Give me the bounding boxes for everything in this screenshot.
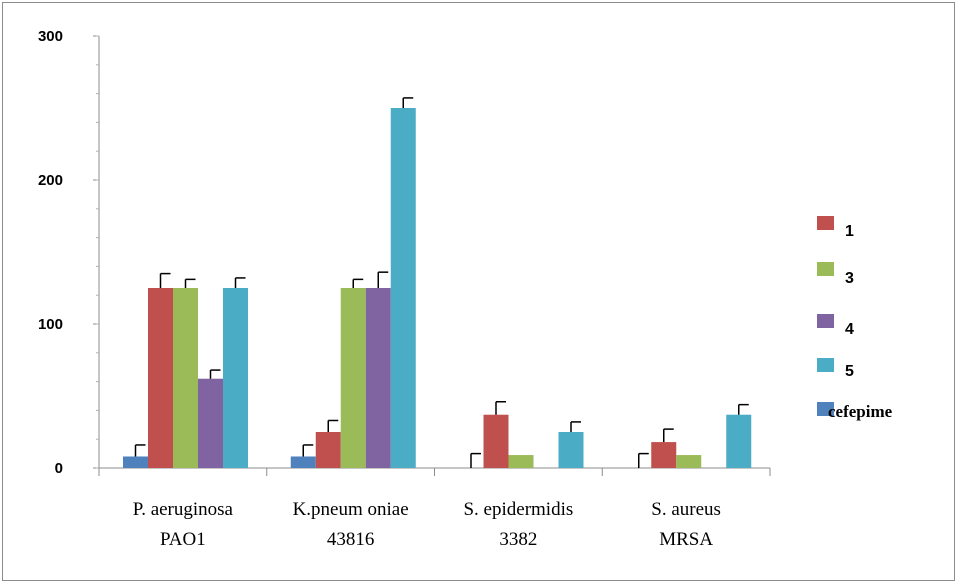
legend-swatch-1 bbox=[817, 216, 834, 230]
legend-swatch-cefepime bbox=[817, 402, 834, 416]
x-category-label: S. epidermidis bbox=[463, 499, 573, 520]
legend-label-4: 4 bbox=[845, 321, 854, 338]
legend-label-3: 3 bbox=[845, 270, 854, 287]
bar-3-3 bbox=[676, 455, 702, 468]
x-category-label: 3382 bbox=[499, 529, 537, 550]
y-tick-label: 300 bbox=[38, 28, 63, 45]
y-tick-label: 0 bbox=[55, 460, 63, 477]
legend-label-5: 5 bbox=[845, 363, 854, 380]
legend-label-cefepime: cefepime bbox=[828, 402, 893, 421]
bar-1-1 bbox=[315, 432, 341, 468]
bar-4-1 bbox=[365, 288, 391, 468]
y-tick-label: 200 bbox=[38, 172, 63, 189]
bar-1-2 bbox=[483, 414, 509, 468]
legend-swatch-5 bbox=[817, 358, 834, 372]
x-category-label: MRSA bbox=[659, 529, 713, 550]
x-category-label: PAO1 bbox=[160, 529, 206, 550]
y-tick-label: 100 bbox=[38, 316, 63, 333]
bar-5-2 bbox=[558, 432, 584, 468]
x-category-label: 43816 bbox=[327, 529, 375, 550]
bar-5-3 bbox=[726, 414, 752, 468]
bar-3-0 bbox=[173, 288, 198, 468]
x-category-label: K.pneum oniae bbox=[293, 499, 409, 520]
bar-3-2 bbox=[508, 455, 534, 468]
bar-cefepime-1 bbox=[290, 456, 316, 468]
bar-4-0 bbox=[198, 378, 223, 468]
bar-1-0 bbox=[148, 288, 173, 468]
bar-5-0 bbox=[223, 288, 248, 468]
legend-swatch-4 bbox=[817, 314, 834, 328]
x-category-label: P. aeruginosa bbox=[133, 499, 234, 520]
bar-cefepime-0 bbox=[123, 456, 148, 468]
bar-5-1 bbox=[390, 108, 416, 468]
x-category-label: S. aureus bbox=[651, 499, 721, 520]
bar-3-1 bbox=[340, 288, 366, 468]
legend-swatch-3 bbox=[817, 262, 834, 276]
bar-1-3 bbox=[651, 442, 677, 468]
legend-label-1: 1 bbox=[845, 223, 854, 240]
